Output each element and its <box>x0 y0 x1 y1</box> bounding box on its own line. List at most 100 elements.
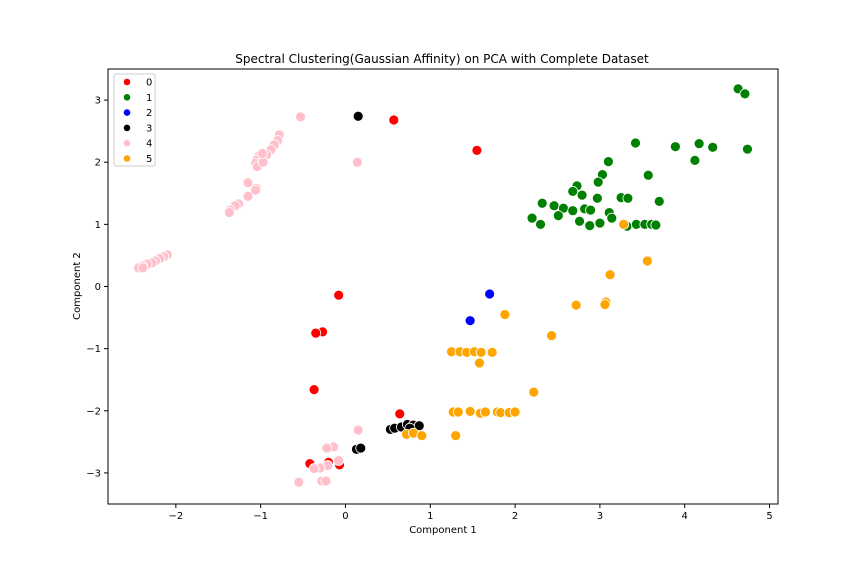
scatter-point-cluster-5 <box>641 255 653 267</box>
x-tick-label: 5 <box>766 511 772 522</box>
plot-frame <box>107 68 779 505</box>
legend-label: 2 <box>146 108 152 119</box>
y-tick-label: 2 <box>95 158 101 169</box>
x-tick-label: −2 <box>168 511 183 522</box>
scatter-point-cluster-5 <box>416 430 428 442</box>
scatter-point-cluster-5 <box>450 430 462 442</box>
scatter-point-cluster-0 <box>471 145 483 156</box>
legend-label: 5 <box>146 154 152 165</box>
scatter-point-cluster-4 <box>308 463 320 474</box>
x-axis-ticks: −2 −1 0 1 2 3 4 5 <box>168 504 773 522</box>
y-tick-label: 0 <box>95 282 101 293</box>
scatter-point-cluster-5 <box>499 309 511 320</box>
legend-marker <box>123 124 131 132</box>
scatter-point-cluster-1 <box>592 176 604 188</box>
scatter-point-cluster-5 <box>599 299 611 310</box>
scatter-point-cluster-1 <box>576 189 588 201</box>
scatter-point-cluster-1 <box>567 186 579 197</box>
y-axis-label: Component 2 <box>72 252 83 320</box>
legend-marker <box>123 139 131 148</box>
scatter-point-cluster-5 <box>452 406 464 418</box>
scatter-point-cluster-3 <box>352 110 364 122</box>
scatter-point-cluster-5 <box>474 357 485 369</box>
scatter-point-cluster-2 <box>484 288 496 300</box>
scatter-point-cluster-1 <box>602 156 614 167</box>
scatter-point-cluster-4 <box>223 207 235 218</box>
y-tick-label: 3 <box>95 96 101 107</box>
scatter-point-cluster-1 <box>669 141 681 153</box>
scatter-point-cluster-5 <box>604 269 616 281</box>
x-axis-label: Component 1 <box>409 525 477 536</box>
legend-label: 4 <box>146 139 152 150</box>
scatter-point-cluster-1 <box>739 88 751 100</box>
scatter-point-cluster-5 <box>509 406 521 418</box>
legend-marker <box>123 78 131 86</box>
chart-title: Spectral Clustering(Gaussian Affinity) o… <box>235 52 649 66</box>
legend-label: 1 <box>146 93 152 104</box>
scatter-point-cluster-5 <box>618 218 630 230</box>
scatter-point-cluster-4 <box>256 148 268 159</box>
scatter-point-cluster-4 <box>250 184 261 196</box>
data-points <box>133 83 753 488</box>
x-tick-label: 3 <box>597 511 603 522</box>
scatter-point-cluster-4 <box>137 262 149 274</box>
scatter-point-cluster-4 <box>293 476 305 488</box>
scatter-point-cluster-1 <box>594 217 606 229</box>
scatter-point-cluster-1 <box>584 220 596 232</box>
scatter-point-cluster-1 <box>535 218 546 230</box>
scatter-point-cluster-1 <box>630 137 641 149</box>
scatter-point-cluster-0 <box>388 114 400 126</box>
scatter-point-cluster-4 <box>333 455 345 466</box>
scatter-point-cluster-5 <box>528 386 540 398</box>
scatter-point-cluster-1 <box>622 192 634 204</box>
scatter-point-cluster-4 <box>295 111 306 123</box>
scatter-point-cluster-0 <box>394 408 406 420</box>
scatter-point-cluster-1 <box>742 143 753 155</box>
scatter-point-cluster-1 <box>526 212 538 224</box>
legend: 0 1 2 3 4 5 <box>113 73 156 167</box>
y-tick-label: −2 <box>86 406 101 417</box>
y-axis-ticks: −3 −2 −1 0 1 2 3 <box>86 96 108 479</box>
scatter-point-cluster-1 <box>707 141 719 153</box>
legend-marker <box>123 154 131 163</box>
scatter-point-cluster-5 <box>464 406 476 417</box>
scatter-point-cluster-4 <box>351 156 363 168</box>
x-tick-label: 1 <box>427 511 433 522</box>
x-tick-label: −1 <box>253 511 268 522</box>
scatter-point-cluster-1 <box>548 200 560 212</box>
x-tick-label: 2 <box>512 511 518 522</box>
x-tick-label: 0 <box>342 511 348 522</box>
scatter-point-cluster-1 <box>642 169 654 181</box>
scatter-point-cluster-0 <box>310 327 322 339</box>
scatter-point-cluster-1 <box>606 212 618 224</box>
scatter-point-cluster-1 <box>567 205 579 217</box>
scatter-point-cluster-5 <box>486 346 498 358</box>
scatter-point-cluster-4 <box>242 190 254 202</box>
scatter-point-cluster-1 <box>552 210 564 222</box>
scatter-point-cluster-4 <box>321 442 333 454</box>
scatter-point-cluster-4 <box>320 475 332 487</box>
legend-marker <box>123 108 131 117</box>
y-tick-label: −1 <box>86 344 101 355</box>
legend-marker <box>123 93 131 102</box>
scatter-point-cluster-5 <box>475 346 487 358</box>
scatter-point-cluster-4 <box>242 177 254 189</box>
legend-label: 0 <box>146 78 152 89</box>
scatter-point-cluster-1 <box>693 138 705 149</box>
y-tick-label: 1 <box>95 220 101 231</box>
scatter-point-cluster-0 <box>333 289 345 301</box>
scatter-point-cluster-0 <box>308 384 320 396</box>
scatter-point-cluster-1 <box>653 195 665 207</box>
scatter-point-cluster-1 <box>689 154 701 166</box>
scatter-point-cluster-5 <box>546 330 557 341</box>
scatter-point-cluster-1 <box>650 219 662 231</box>
scatter-point-cluster-3 <box>355 442 367 454</box>
scatter-point-cluster-2 <box>464 315 476 327</box>
scatter-point-cluster-1 <box>585 204 596 216</box>
scatter-point-cluster-4 <box>352 424 364 436</box>
scatter-point-cluster-5 <box>570 299 582 311</box>
scatter-point-cluster-1 <box>536 197 548 209</box>
y-tick-label: −3 <box>86 468 101 479</box>
